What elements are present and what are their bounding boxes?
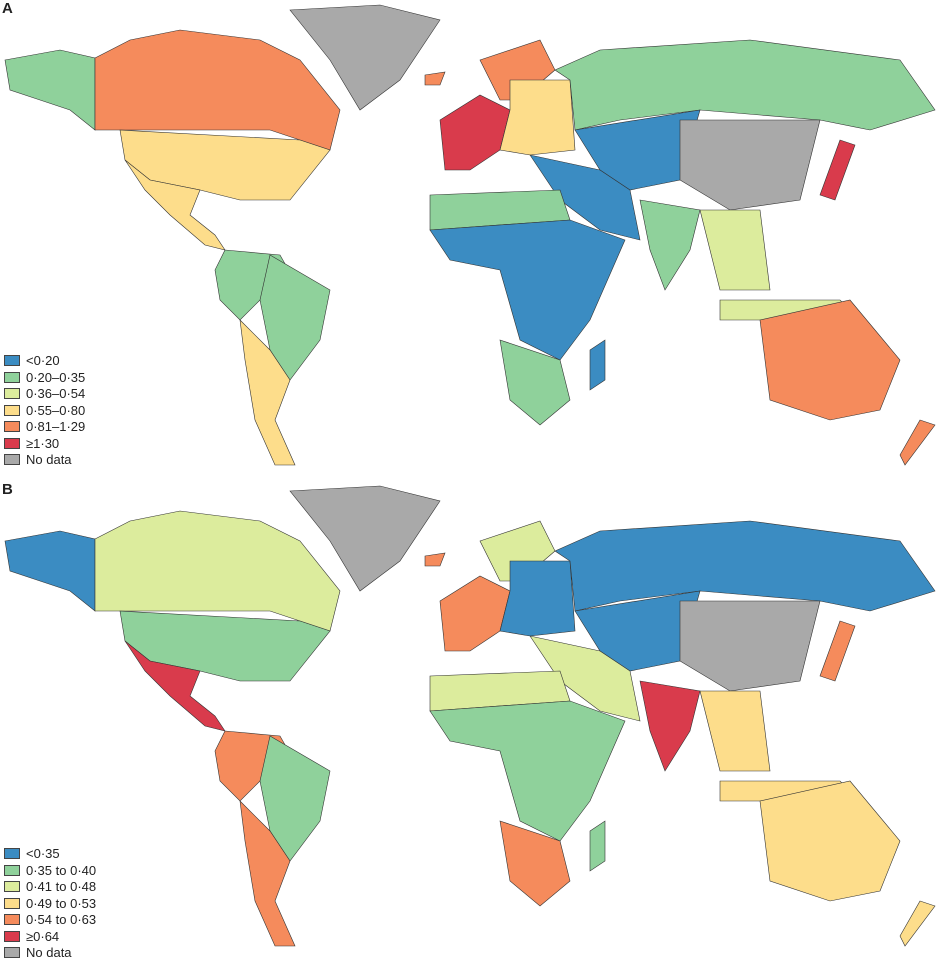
region-new-zealand (899, 900, 936, 947)
legend-label: 0·20–0·35 (26, 369, 86, 385)
legend-item: 0·49 to 0·53 (4, 895, 96, 912)
legend-label: ≥1·30 (26, 435, 60, 451)
legend-label: 0·36–0·54 (26, 386, 86, 402)
region-japan (819, 139, 856, 201)
region-central-asia (574, 109, 701, 191)
legend-swatch (4, 437, 20, 449)
legend: <0·35 0·35 to 0·40 0·41 to 0·48 0·49 to 0·5… (4, 846, 96, 961)
legend-swatch (4, 881, 20, 893)
legend-item: <0·35 (4, 846, 96, 863)
region-sa-south (239, 319, 296, 466)
legend-item: 0·35 to 0·40 (4, 862, 96, 879)
region-central-asia (574, 590, 701, 672)
legend: <0·20 0·20–0·35 0·36–0·54 0·55–0·80 0·81–1·2… (4, 353, 85, 469)
legend-item: ≥1·30 (4, 435, 85, 452)
region-iceland (424, 71, 446, 86)
legend-item: 0·41 to 0·48 (4, 879, 96, 896)
region-se-asia (699, 690, 771, 772)
legend-label: 0·55–0·80 (26, 402, 86, 418)
region-east-europe (499, 560, 576, 637)
region-greenland (289, 4, 441, 111)
region-sub-saharan-africa (429, 219, 626, 361)
legend-label: 0·81–1·29 (26, 419, 86, 435)
region-east-europe (499, 79, 576, 156)
region-greenland (289, 485, 441, 592)
legend-swatch (4, 930, 20, 942)
region-madagascar (589, 339, 606, 391)
legend-swatch (4, 947, 20, 959)
region-se-asia (699, 209, 771, 291)
region-india (639, 680, 701, 772)
legend-swatch (4, 914, 20, 926)
legend-label: 0·41 to 0·48 (26, 879, 97, 895)
region-australia (759, 299, 901, 421)
legend-label: 0·35 to 0·40 (26, 862, 97, 878)
legend-item: 0·55–0·80 (4, 402, 85, 419)
region-alaska (4, 49, 96, 131)
choropleth-map (4, 485, 936, 947)
panel-label: A (2, 0, 13, 17)
choropleth-map (4, 4, 936, 466)
legend-swatch (4, 897, 20, 909)
region-west-europe (439, 575, 511, 652)
region-alaska (4, 530, 96, 612)
legend-item: ≥0·64 (4, 928, 96, 945)
legend-item: No data (4, 945, 96, 961)
legend-label: <0·20 (26, 353, 60, 369)
legend-swatch (4, 454, 20, 466)
region-southern-africa (499, 339, 571, 426)
region-mexico (124, 159, 226, 251)
region-sa-south (239, 800, 296, 947)
panel-label: B (2, 481, 13, 498)
region-sub-saharan-africa (429, 700, 626, 842)
map-panel-a: A <0·20 0·20–0·35 0·36–0·54 0·55–0·80 0·81–1… (0, 0, 949, 480)
region-australia (759, 780, 901, 902)
legend-label: No data (26, 945, 72, 961)
legend-swatch (4, 864, 20, 876)
region-india (639, 199, 701, 291)
legend-swatch (4, 421, 20, 433)
region-china (679, 600, 821, 692)
legend-item: 0·81–1·29 (4, 419, 85, 436)
region-madagascar (589, 820, 606, 872)
legend-swatch (4, 355, 20, 367)
region-russia (554, 39, 936, 131)
region-west-europe (439, 94, 511, 171)
legend-item: <0·20 (4, 353, 85, 370)
map-panel-b: B <0·35 0·35 to 0·40 0·41 to 0·48 0·49 to 0… (0, 481, 949, 961)
legend-swatch (4, 848, 20, 860)
legend-label: ≥0·64 (26, 928, 60, 944)
region-russia (554, 520, 936, 612)
region-mexico (124, 640, 226, 732)
legend-swatch (4, 404, 20, 416)
legend-swatch (4, 371, 20, 383)
legend-label: No data (26, 452, 72, 468)
legend-label: 0·49 to 0·53 (26, 895, 97, 911)
region-southern-africa (499, 820, 571, 907)
legend-label: 0·54 to 0·63 (26, 912, 97, 928)
region-iceland (424, 552, 446, 567)
legend-label: <0·35 (26, 846, 60, 862)
legend-item: 0·54 to 0·63 (4, 912, 96, 929)
region-japan (819, 620, 856, 682)
legend-item: No data (4, 452, 85, 469)
legend-item: 0·20–0·35 (4, 369, 85, 386)
region-china (679, 119, 821, 211)
legend-swatch (4, 388, 20, 400)
region-new-zealand (899, 419, 936, 466)
legend-item: 0·36–0·54 (4, 386, 85, 403)
